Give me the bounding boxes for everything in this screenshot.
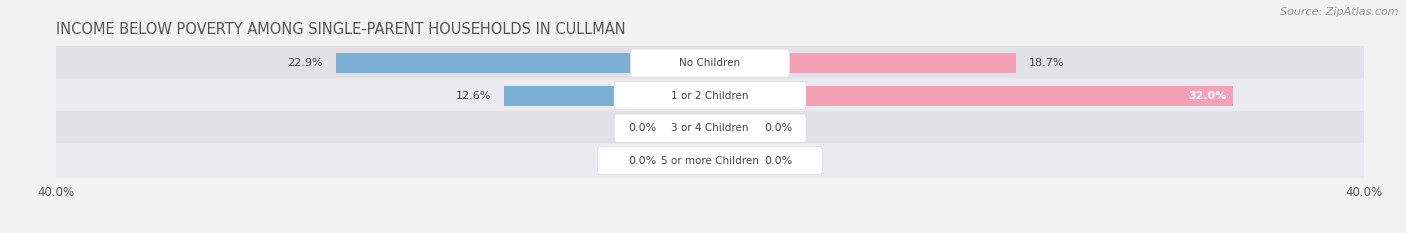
FancyBboxPatch shape xyxy=(598,147,823,175)
Text: Source: ZipAtlas.com: Source: ZipAtlas.com xyxy=(1281,7,1399,17)
Text: 0.0%: 0.0% xyxy=(628,156,657,166)
Bar xyxy=(669,151,710,171)
Text: 0.0%: 0.0% xyxy=(763,123,792,133)
FancyBboxPatch shape xyxy=(53,143,1367,178)
FancyBboxPatch shape xyxy=(53,46,1367,80)
Text: 1 or 2 Children: 1 or 2 Children xyxy=(671,91,749,101)
Text: 32.0%: 32.0% xyxy=(1188,91,1226,101)
FancyBboxPatch shape xyxy=(630,49,790,77)
Bar xyxy=(505,86,710,106)
Text: INCOME BELOW POVERTY AMONG SINGLE-PARENT HOUSEHOLDS IN CULLMAN: INCOME BELOW POVERTY AMONG SINGLE-PARENT… xyxy=(56,22,626,37)
Text: 12.6%: 12.6% xyxy=(456,91,491,101)
Text: 3 or 4 Children: 3 or 4 Children xyxy=(671,123,749,133)
Bar xyxy=(710,151,751,171)
FancyBboxPatch shape xyxy=(53,111,1367,145)
Text: 0.0%: 0.0% xyxy=(628,123,657,133)
FancyBboxPatch shape xyxy=(614,114,806,142)
Bar xyxy=(710,53,1015,73)
Bar xyxy=(669,118,710,138)
FancyBboxPatch shape xyxy=(53,78,1367,113)
FancyBboxPatch shape xyxy=(614,82,806,110)
Text: No Children: No Children xyxy=(679,58,741,68)
Text: 22.9%: 22.9% xyxy=(287,58,322,68)
Text: 5 or more Children: 5 or more Children xyxy=(661,156,759,166)
Bar xyxy=(710,118,751,138)
Bar xyxy=(710,86,1233,106)
Text: 18.7%: 18.7% xyxy=(1029,58,1064,68)
Bar xyxy=(336,53,710,73)
Text: 0.0%: 0.0% xyxy=(763,156,792,166)
